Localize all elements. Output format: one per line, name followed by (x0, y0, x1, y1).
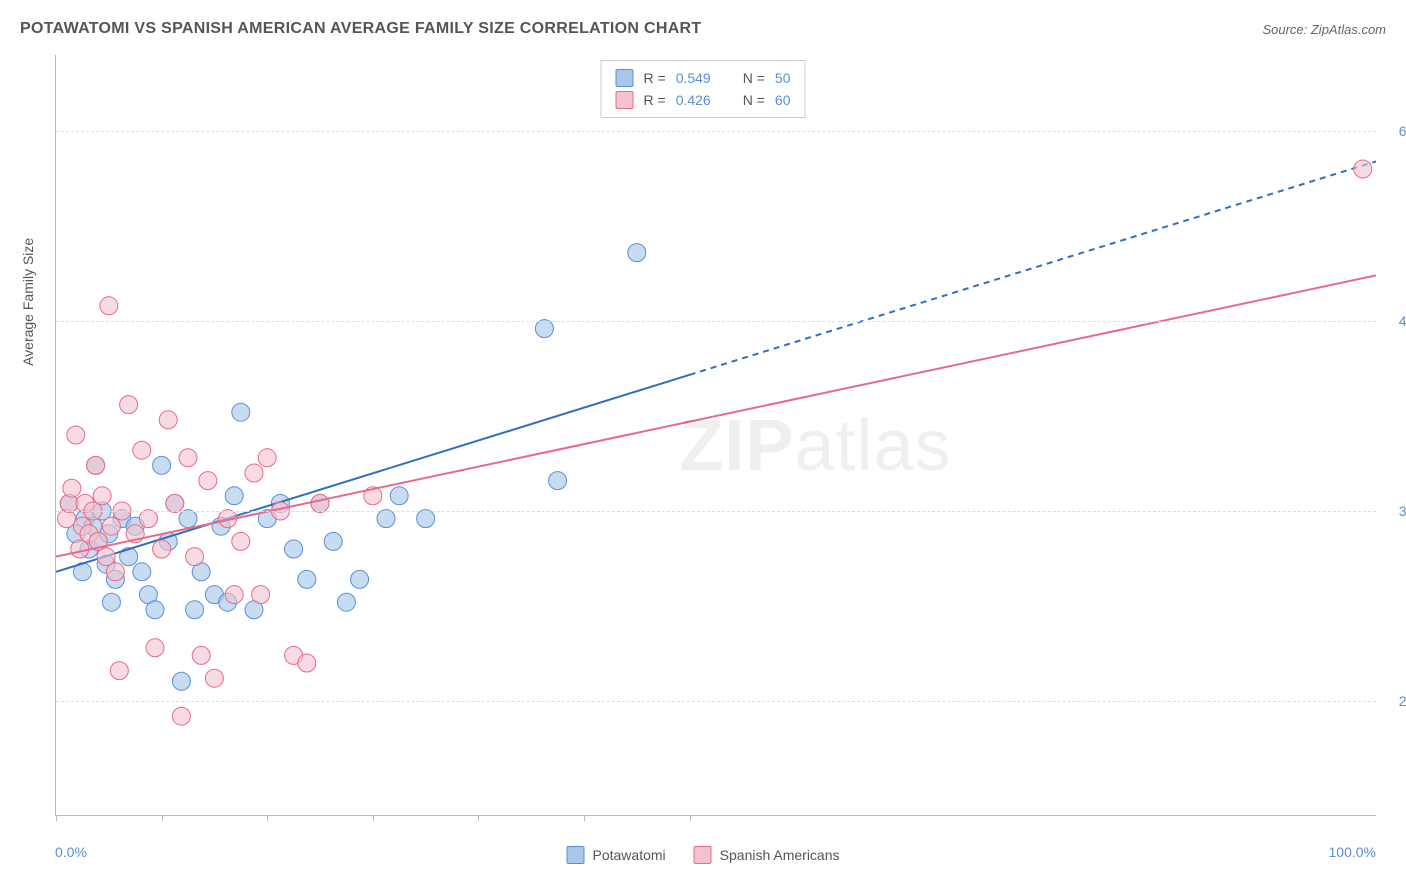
scatter-point (159, 411, 177, 429)
scatter-point (252, 586, 270, 604)
scatter-point (549, 472, 567, 490)
scatter-point (377, 510, 395, 528)
scatter-point (192, 646, 210, 664)
scatter-point (100, 297, 118, 315)
scatter-point (87, 456, 105, 474)
legend-stat-row: R = 0.426 N = 60 (616, 89, 791, 111)
scatter-point (133, 563, 151, 581)
scatter-point (245, 464, 263, 482)
scatter-point (417, 510, 435, 528)
grid-line (56, 131, 1376, 132)
x-tick (56, 815, 57, 821)
scatter-point (153, 456, 171, 474)
scatter-point (324, 532, 342, 550)
scatter-point (102, 517, 120, 535)
legend-label: Spanish Americans (720, 847, 840, 863)
scatter-point (172, 707, 190, 725)
grid-line (56, 321, 1376, 322)
scatter-point (628, 244, 646, 262)
scatter-point (225, 487, 243, 505)
legend-swatch (616, 91, 634, 109)
scatter-point (63, 479, 81, 497)
legend-stat-row: R = 0.549 N = 50 (616, 67, 791, 89)
scatter-point (311, 494, 329, 512)
scatter-point (179, 449, 197, 467)
scatter-point (298, 654, 316, 672)
legend-swatch (616, 69, 634, 87)
legend-label: Potawatomi (593, 847, 666, 863)
scatter-point (285, 540, 303, 558)
r-value: 0.426 (676, 92, 711, 108)
regression-line-dashed (690, 161, 1376, 374)
scatter-point (225, 586, 243, 604)
scatter-point (337, 593, 355, 611)
scatter-point (106, 563, 124, 581)
scatter-point (153, 540, 171, 558)
scatter-point (186, 548, 204, 566)
scatter-point (179, 510, 197, 528)
scatter-point (390, 487, 408, 505)
scatter-point (232, 532, 250, 550)
y-tick-label: 6.00 (1378, 123, 1406, 139)
scatter-point (186, 601, 204, 619)
n-label: N = (743, 92, 765, 108)
r-value: 0.549 (676, 70, 711, 86)
scatter-point (298, 570, 316, 588)
scatter-point (535, 320, 553, 338)
scatter-point (102, 593, 120, 611)
x-axis-max-label: 100.0% (1329, 844, 1376, 860)
y-tick-label: 2.25 (1378, 693, 1406, 709)
y-tick-label: 3.50 (1378, 503, 1406, 519)
scatter-point (146, 601, 164, 619)
scatter-point (205, 669, 223, 687)
chart-title: POTAWATOMI VS SPANISH AMERICAN AVERAGE F… (20, 20, 701, 38)
scatter-point (93, 487, 111, 505)
grid-line (56, 511, 1376, 512)
scatter-point (146, 639, 164, 657)
regression-line (56, 275, 1376, 556)
y-axis-title: Average Family Size (20, 238, 36, 366)
legend-item: Spanish Americans (694, 846, 840, 864)
regression-line (56, 375, 690, 572)
x-tick (373, 815, 374, 821)
x-tick (690, 815, 691, 821)
scatter-point (139, 510, 157, 528)
scatter-point (1354, 160, 1372, 178)
scatter-point (172, 672, 190, 690)
x-tick (478, 815, 479, 821)
x-axis-min-label: 0.0% (55, 844, 87, 860)
n-value: 60 (775, 92, 791, 108)
scatter-point (166, 494, 184, 512)
scatter-point (258, 449, 276, 467)
scatter-point (133, 441, 151, 459)
r-label: R = (644, 92, 666, 108)
scatter-point (120, 396, 138, 414)
legend-swatch (694, 846, 712, 864)
x-tick (162, 815, 163, 821)
scatter-point (351, 570, 369, 588)
grid-line (56, 701, 1376, 702)
scatter-point (110, 662, 128, 680)
chart-source: Source: ZipAtlas.com (1262, 22, 1386, 37)
legend-series: Potawatomi Spanish Americans (567, 846, 840, 864)
r-label: R = (644, 70, 666, 86)
x-tick (584, 815, 585, 821)
n-label: N = (743, 70, 765, 86)
legend-swatch (567, 846, 585, 864)
y-tick-label: 4.75 (1378, 313, 1406, 329)
chart-header: POTAWATOMI VS SPANISH AMERICAN AVERAGE F… (20, 20, 1386, 38)
chart-plot-area: 2.253.504.756.00 (55, 55, 1376, 816)
scatter-point (199, 472, 217, 490)
scatter-point (232, 403, 250, 421)
legend-item: Potawatomi (567, 846, 666, 864)
x-tick (267, 815, 268, 821)
legend-stats: R = 0.549 N = 50 R = 0.426 N = 60 (601, 60, 806, 118)
n-value: 50 (775, 70, 791, 86)
scatter-point (67, 426, 85, 444)
